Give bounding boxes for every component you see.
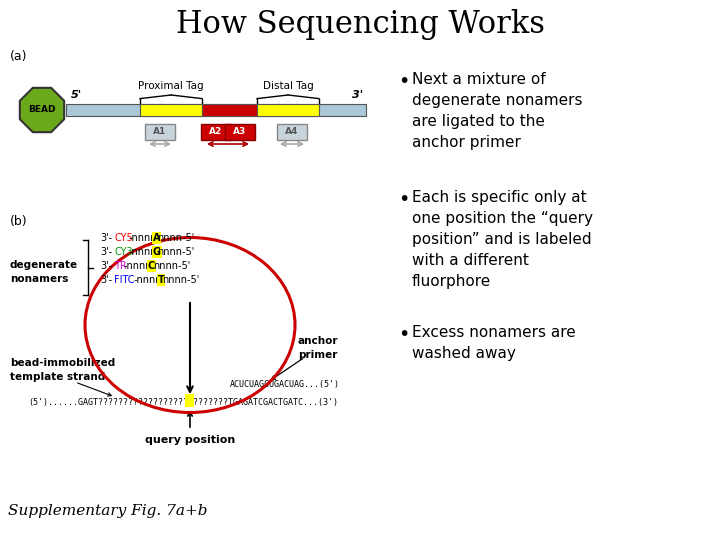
- FancyBboxPatch shape: [225, 124, 255, 140]
- Text: -nnnn: -nnnn: [129, 233, 157, 243]
- Text: 5': 5': [71, 90, 82, 100]
- Text: •: •: [398, 190, 410, 209]
- Text: CY5: CY5: [114, 233, 133, 243]
- FancyBboxPatch shape: [201, 124, 231, 140]
- Polygon shape: [20, 88, 64, 132]
- Text: Each is specific only at
one position the “query
position” and is labeled
with a: Each is specific only at one position th…: [412, 190, 593, 289]
- Text: How Sequencing Works: How Sequencing Works: [176, 10, 544, 40]
- Text: -nnnn: -nnnn: [124, 261, 153, 271]
- Text: -nnnn: -nnnn: [129, 247, 157, 257]
- Bar: [140, 104, 202, 116]
- Text: FITC: FITC: [114, 275, 135, 285]
- Text: 3'-: 3'-: [100, 233, 112, 243]
- Text: Excess nonamers are
washed away: Excess nonamers are washed away: [412, 325, 576, 361]
- Text: bead-immobilized
template strand: bead-immobilized template strand: [10, 358, 115, 382]
- Text: nnnn-5': nnnn-5': [163, 275, 199, 285]
- Bar: [257, 104, 319, 116]
- Text: query position: query position: [145, 435, 235, 445]
- Text: BEAD: BEAD: [28, 105, 55, 114]
- FancyBboxPatch shape: [145, 124, 175, 140]
- Text: degenerate
nonamers: degenerate nonamers: [10, 260, 78, 284]
- Text: G: G: [153, 247, 161, 257]
- Text: nnnn-5': nnnn-5': [158, 233, 195, 243]
- Text: Supplementary Fig. 7a+b: Supplementary Fig. 7a+b: [8, 504, 207, 518]
- Bar: [66, 104, 366, 116]
- FancyBboxPatch shape: [277, 124, 307, 140]
- Text: 3'-: 3'-: [100, 261, 112, 271]
- Text: nnnn-5': nnnn-5': [153, 261, 190, 271]
- Text: A4: A4: [285, 127, 299, 137]
- Text: Distal Tag: Distal Tag: [263, 81, 313, 91]
- Bar: [202, 104, 257, 116]
- Text: T: T: [158, 275, 164, 285]
- Text: -nnnn: -nnnn: [134, 275, 162, 285]
- Text: ACUCUAGCUGACUAG...(5'): ACUCUAGCUGACUAG...(5'): [230, 381, 340, 389]
- Text: Next a mixture of
degenerate nonamers
are ligated to the
anchor primer: Next a mixture of degenerate nonamers ar…: [412, 72, 582, 150]
- Text: 3'-: 3'-: [100, 247, 112, 257]
- Text: A: A: [153, 233, 161, 243]
- Text: nnnn-5': nnnn-5': [158, 247, 195, 257]
- Text: A2: A2: [210, 127, 222, 137]
- Text: 3'-: 3'-: [100, 275, 112, 285]
- Text: (a): (a): [10, 50, 27, 63]
- Text: TR: TR: [114, 261, 127, 271]
- Text: A1: A1: [153, 127, 166, 137]
- Text: •: •: [398, 325, 410, 344]
- Text: (b): (b): [10, 215, 27, 228]
- Text: C: C: [148, 261, 156, 271]
- Text: CY3: CY3: [114, 247, 133, 257]
- Text: •: •: [398, 72, 410, 91]
- Text: (5')......GAGT??????????????????????????TGAGATCGACTGATC...(3'): (5')......GAGT??????????????????????????…: [28, 397, 338, 407]
- Text: Proximal Tag: Proximal Tag: [138, 81, 204, 91]
- Text: anchor
primer: anchor primer: [298, 336, 338, 360]
- Text: A3: A3: [233, 127, 247, 137]
- Bar: [185, 394, 194, 407]
- Text: 3': 3': [352, 90, 363, 100]
